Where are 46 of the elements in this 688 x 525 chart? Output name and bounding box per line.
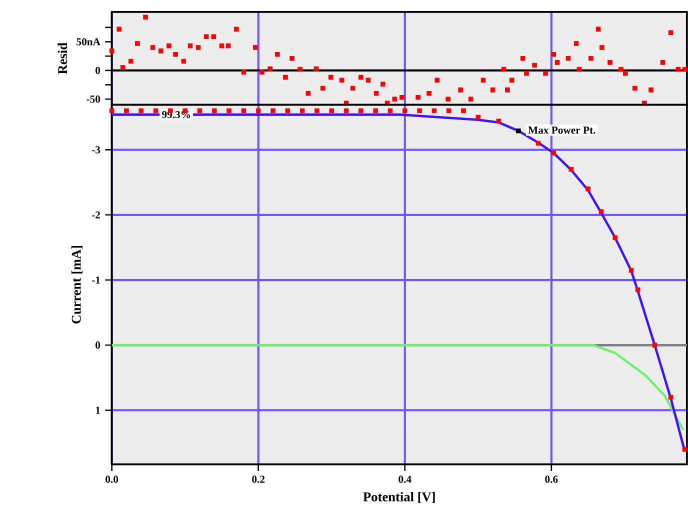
x-tick-label: 0.2 bbox=[252, 476, 265, 483]
y-axis-title: Resid bbox=[58, 42, 68, 74]
point bbox=[586, 186, 590, 192]
y-tick-label: -3 bbox=[92, 146, 100, 154]
point bbox=[300, 108, 305, 114]
point bbox=[270, 108, 276, 114]
point bbox=[635, 287, 640, 292]
point bbox=[285, 108, 290, 114]
point bbox=[612, 235, 618, 240]
point bbox=[668, 394, 674, 400]
y-tick-label: -1 bbox=[92, 276, 100, 284]
x-axis-title: Potential [V] bbox=[363, 492, 435, 503]
y-tick-label: -50 bbox=[86, 95, 100, 103]
y-tick-label: 1 bbox=[96, 406, 100, 414]
point bbox=[256, 108, 261, 114]
x-tick-label: 0.4 bbox=[398, 476, 412, 483]
point bbox=[551, 150, 556, 156]
point bbox=[329, 108, 334, 114]
point bbox=[516, 128, 521, 134]
point bbox=[358, 108, 364, 114]
point bbox=[226, 108, 232, 114]
point bbox=[461, 108, 466, 114]
y-tick-label: 0 bbox=[96, 341, 100, 349]
point bbox=[314, 108, 320, 114]
y-axis-title: Current [mA] bbox=[71, 246, 82, 324]
y-tick-label: 50nA bbox=[76, 38, 100, 46]
point bbox=[373, 108, 378, 114]
y-tick-label: 0 bbox=[96, 66, 100, 74]
point bbox=[432, 108, 437, 114]
point bbox=[476, 114, 481, 120]
x-tick-label: 0.6 bbox=[545, 476, 558, 483]
y-tick-label: -2 bbox=[92, 211, 100, 218]
point bbox=[212, 108, 217, 114]
point bbox=[568, 166, 574, 172]
point bbox=[652, 342, 658, 348]
point bbox=[241, 108, 246, 114]
point bbox=[496, 118, 502, 124]
point bbox=[417, 108, 422, 114]
point bbox=[402, 108, 408, 114]
point bbox=[138, 108, 144, 114]
x-tick-label: 0.0 bbox=[106, 476, 118, 483]
point bbox=[446, 108, 452, 114]
annotation: Max Power Pt. bbox=[528, 126, 596, 134]
point bbox=[109, 108, 114, 114]
point bbox=[124, 108, 129, 114]
point bbox=[598, 209, 604, 214]
